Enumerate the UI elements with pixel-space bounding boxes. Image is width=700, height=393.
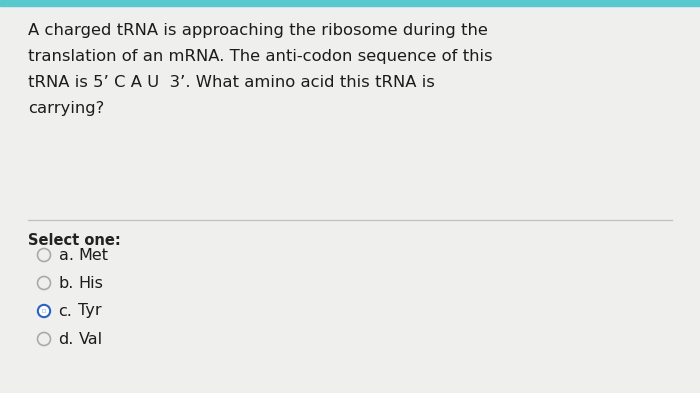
Text: a.: a. [59,248,74,263]
Circle shape [38,305,50,318]
Circle shape [42,309,46,313]
Circle shape [38,277,50,290]
Circle shape [38,332,50,345]
Text: c.: c. [59,303,72,318]
Circle shape [41,307,48,314]
Bar [0,0,700,6]
Text: His: His [78,275,104,290]
Text: Select one:: Select one: [28,233,120,248]
Text: d.: d. [59,332,74,347]
Text: Val: Val [78,332,103,347]
Text: A charged tRNA is approaching the ribosome during the: A charged tRNA is approaching the riboso… [28,23,488,38]
Text: carrying?: carrying? [28,101,104,116]
Text: Tyr: Tyr [78,303,102,318]
Text: b.: b. [59,275,74,290]
Text: Met: Met [78,248,108,263]
Circle shape [38,248,50,261]
Text: translation of an mRNA. The anti-codon sequence of this: translation of an mRNA. The anti-codon s… [28,49,493,64]
Text: tRNA is 5’ C A U  3’. What amino acid this tRNA is: tRNA is 5’ C A U 3’. What amino acid thi… [28,75,435,90]
